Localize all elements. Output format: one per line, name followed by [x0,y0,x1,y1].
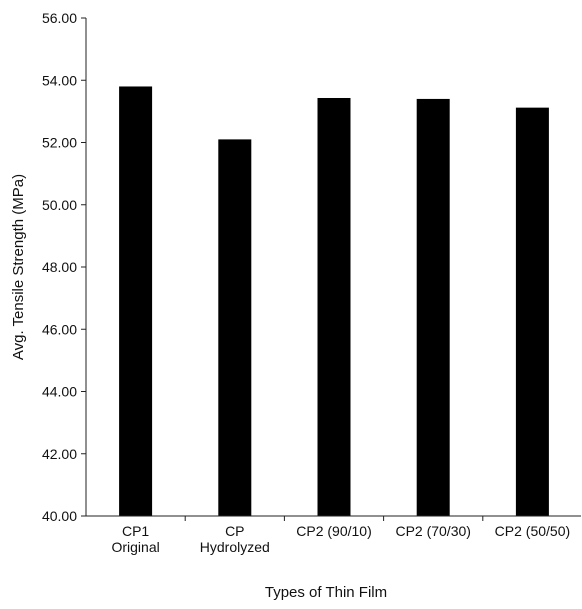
y-tick-label: 40.00 [42,508,77,524]
x-category-label: CP2 (70/30) [395,523,470,539]
bars-layer [119,86,549,517]
y-tick-label: 54.00 [42,72,77,88]
y-tick-label: 42.00 [42,446,77,462]
y-tick-label: 52.00 [42,135,77,151]
y-tick-label: 56.00 [42,10,77,26]
x-category-label: CP2 (50/50) [495,523,570,539]
bar [218,139,252,516]
x-category-labels: CP1 Original CP Hydrolyzed CP2 (90/10) CP2 (7… [111,516,570,555]
y-tick-label: 46.00 [42,321,77,337]
bar [416,98,450,517]
x-category-label: CP2 (90/10) [296,523,371,539]
y-tick-label: 50.00 [42,197,77,213]
x-category-label: CP1 Original [111,523,159,555]
bar [515,107,549,516]
y-ticks: 40.00 42.00 44.00 46.00 48.00 50.00 52.00 54.00… [42,10,86,524]
y-tick-label: 44.00 [42,384,77,400]
bar [119,86,153,516]
y-tick-label: 48.00 [42,259,77,275]
x-category-label: CP Hydrolyzed [200,523,270,555]
x-axis-title: Types of Thin Film [265,584,387,601]
bar [317,97,351,517]
y-axis-title: Avg. Tensile Strength (MPa) [10,174,27,360]
